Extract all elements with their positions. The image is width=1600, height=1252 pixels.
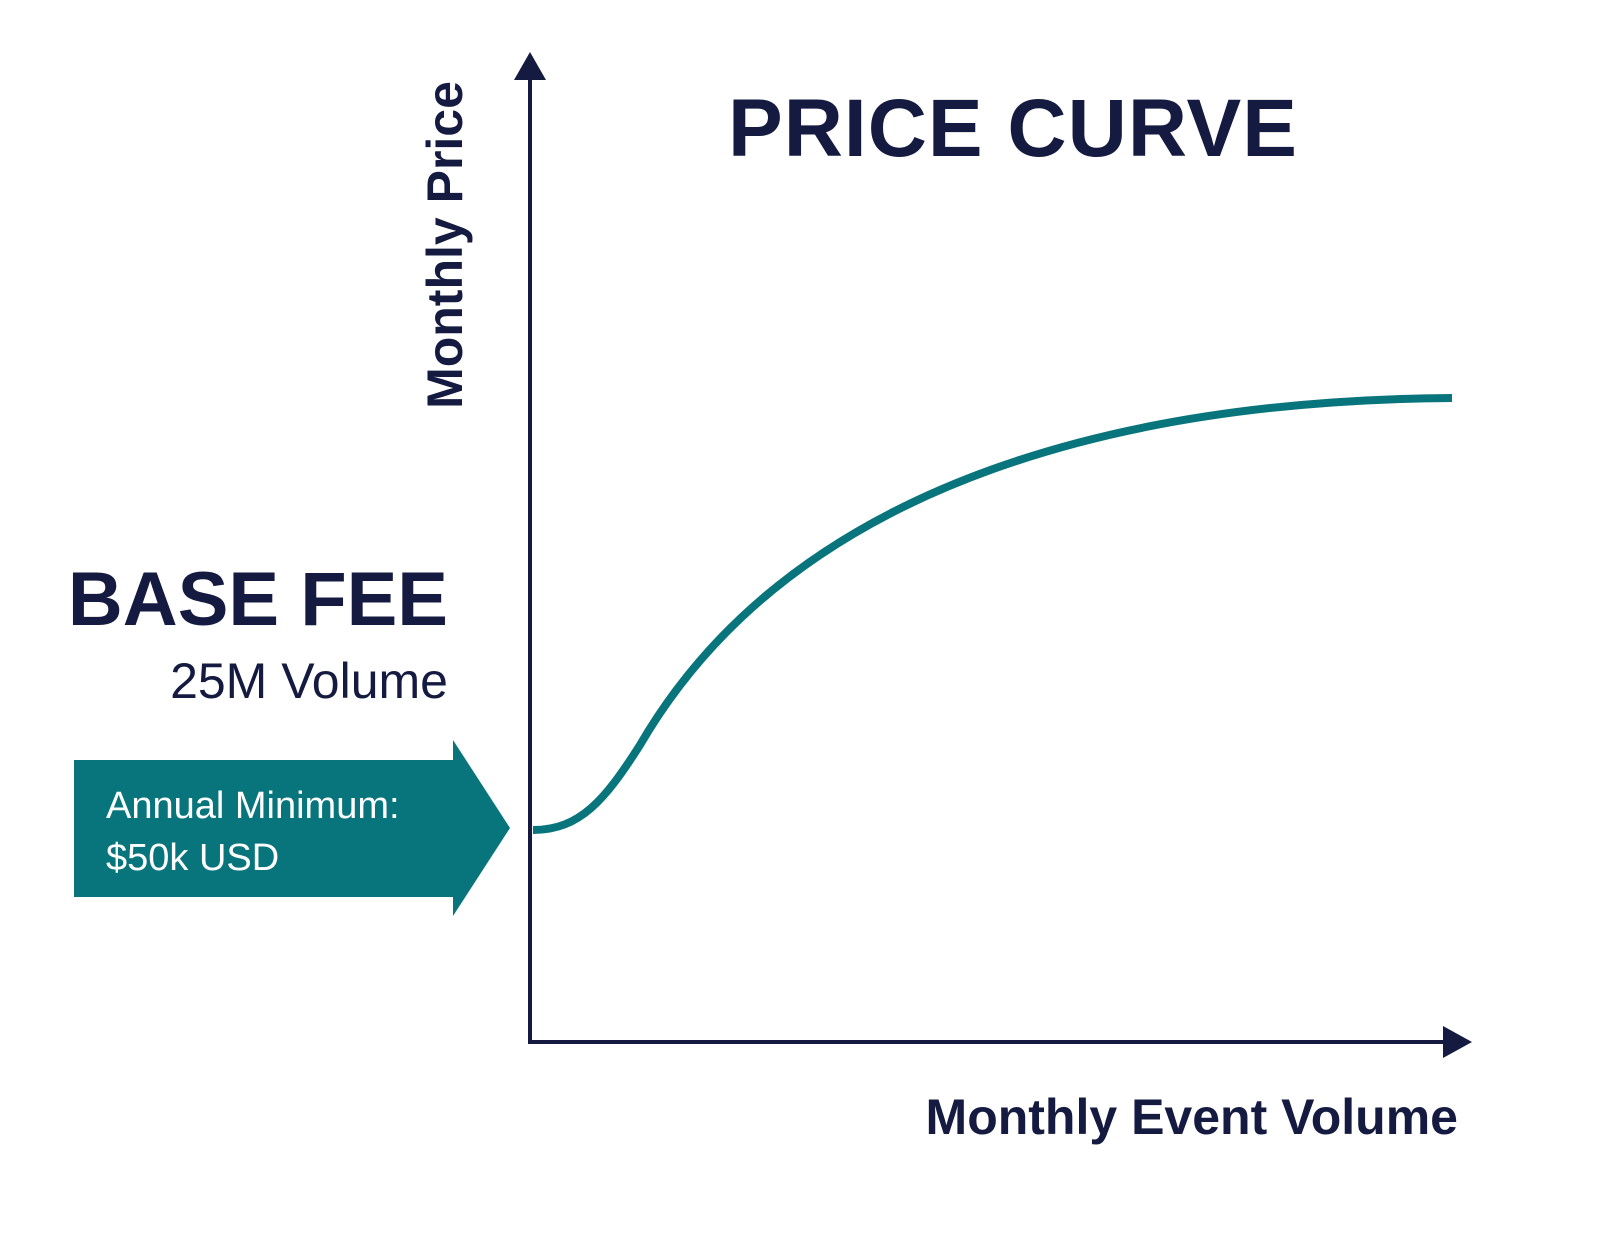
y-axis-arrowhead-icon	[514, 52, 546, 80]
y-axis-label: Monthly Price	[417, 81, 473, 409]
chart-title: PRICE CURVE	[728, 83, 1298, 174]
annual-minimum-value: $50k USD	[106, 837, 280, 879]
base-fee-heading: BASE FEE	[67, 557, 448, 642]
annual-minimum-label: Annual Minimum:	[106, 785, 400, 827]
annual-minimum-arrow-callout	[74, 740, 510, 916]
price-curve-line	[532, 394, 1453, 834]
annual-minimum-text: Annual Minimum: $50k USD	[106, 780, 400, 884]
x-axis-label: Monthly Event Volume	[925, 1089, 1458, 1145]
x-axis-arrowhead-icon	[1443, 1026, 1472, 1058]
base-fee-volume: 25M Volume	[170, 653, 448, 709]
